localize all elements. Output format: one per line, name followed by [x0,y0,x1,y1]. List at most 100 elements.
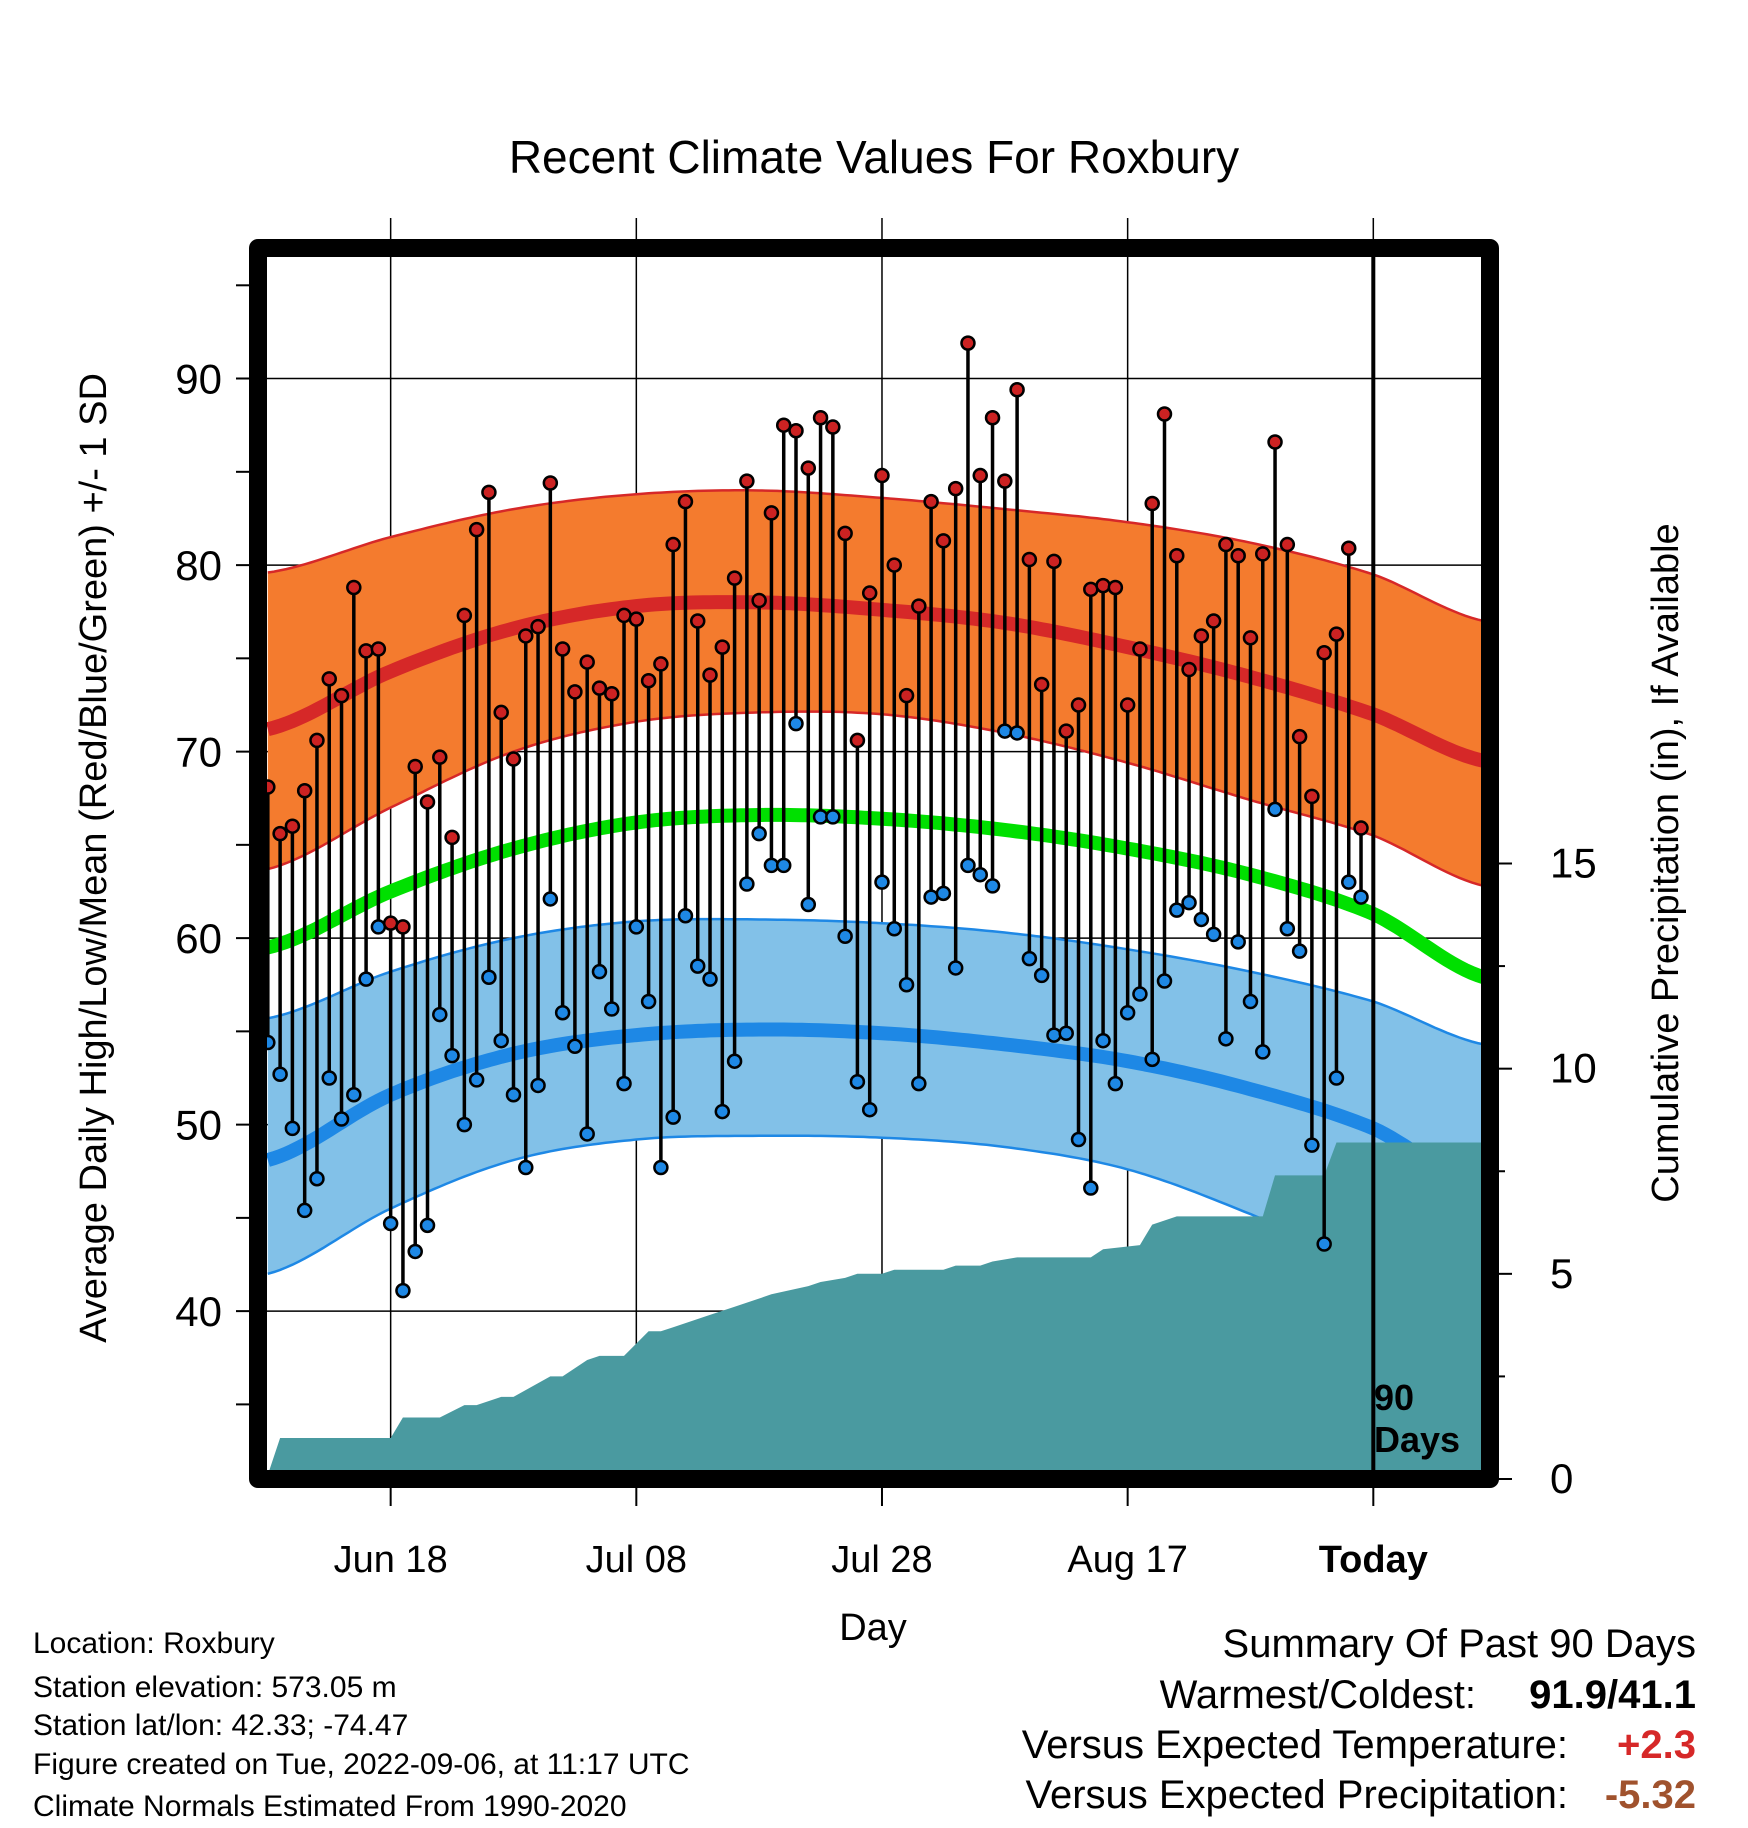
low-point-63 [1033,967,1050,984]
low-point-26 [579,1126,595,1142]
high-point-83 [1279,536,1296,553]
high-point-53 [911,598,927,614]
low-point-7 [346,1087,362,1103]
high-point-32 [653,656,669,672]
high-point-54 [923,493,939,510]
high-point-23 [542,475,559,491]
low-point-33 [665,1109,681,1125]
low-point-34 [677,907,694,924]
high-point-4 [309,732,325,749]
info-location: Location: Roxbury [33,1627,275,1660]
high-point-22 [530,618,546,635]
low-point-89 [1353,889,1369,905]
low-point-81 [1255,1044,1271,1060]
x-axis-label: Day [839,1607,907,1649]
high-point-3 [296,783,313,799]
high-point-24 [554,641,571,657]
low-point-49 [861,1101,878,1118]
low-point-24 [554,1004,571,1021]
low-point-3 [296,1202,313,1219]
high-point-11 [395,919,411,935]
low-point-37 [714,1103,731,1120]
low-point-2 [284,1120,301,1137]
high-point-88 [1340,540,1357,557]
low-point-88 [1340,874,1357,890]
summary-temp-label: Versus Expected Temperature: [1021,1723,1568,1767]
low-point-44 [800,896,817,913]
high-point-74 [1169,548,1185,564]
high-point-72 [1144,495,1160,512]
high-point-37 [714,639,731,655]
low-point-77 [1205,926,1222,943]
y2-tick-label-1: 5 [1550,1250,1573,1297]
high-point-63 [1033,676,1050,693]
high-point-45 [812,409,829,426]
y-tick-label-2: 60 [175,915,222,962]
low-point-50 [874,874,890,890]
high-point-85 [1304,788,1320,805]
high-point-59 [984,409,1001,426]
high-point-84 [1291,728,1308,745]
low-point-53 [911,1075,927,1092]
precip-step-area [267,1142,1490,1479]
low-point-54 [923,889,939,905]
high-point-13 [419,794,436,810]
high-point-34 [677,493,694,510]
low-point-55 [935,885,952,902]
low-point-82 [1267,801,1283,818]
low-point-15 [444,1047,460,1064]
high-point-73 [1156,406,1173,422]
low-point-28 [604,1001,620,1017]
high-point-82 [1267,434,1283,450]
low-point-22 [530,1077,546,1094]
low-point-83 [1279,921,1296,937]
high-point-62 [1021,551,1038,568]
high-point-75 [1181,661,1197,678]
high-point-42 [775,417,792,433]
high-point-55 [935,533,952,549]
high-point-12 [407,758,423,775]
high-point-6 [333,687,350,704]
low-point-39 [739,876,755,892]
high-point-28 [604,686,620,702]
high-point-47 [837,525,853,542]
mean-normal-line [266,807,1487,984]
low-point-4 [309,1170,325,1187]
summary-warmest-coldest-label: Warmest/Coldest: [1159,1673,1476,1717]
high-point-56 [947,480,964,497]
low-point-73 [1156,973,1173,989]
high-point-25 [567,684,583,700]
high-point-10 [382,915,399,931]
low-point-46 [825,809,841,825]
info-latlon: Station lat/lon: 42.33; -74.47 [33,1709,409,1742]
y2-tick-label-0: 0 [1550,1455,1573,1502]
high-point-52 [898,687,915,704]
low-point-36 [702,971,718,987]
low-point-59 [984,878,1001,894]
low-point-13 [419,1217,436,1234]
low-point-14 [432,1006,448,1023]
high-sd-band [267,490,1484,886]
y-axis-label: Average Daily High/Low/Mean (Red/Blue/Gr… [73,373,115,1343]
low-point-27 [591,963,608,980]
high-point-77 [1205,613,1222,629]
low-point-86 [1316,1236,1332,1252]
y-tick-label-1: 50 [175,1102,222,1149]
high-point-1 [272,825,288,842]
low-point-1 [272,1066,288,1083]
high-point-15 [444,829,460,846]
low-point-42 [775,857,792,874]
low-upper-line [267,917,1485,1046]
summary-warmest-coldest-value: 91.9/41.1 [1529,1673,1696,1717]
plot-frame [249,239,1499,1488]
high-point-51 [886,557,903,573]
low-point-8 [358,971,374,987]
low-point-66 [1070,1131,1087,1148]
high-point-86 [1316,644,1332,661]
y-tick-label-3: 70 [175,729,222,776]
high-point-38 [726,570,743,586]
low-point-64 [1046,1027,1062,1043]
low-point-51 [886,921,903,937]
high-point-65 [1058,723,1074,739]
